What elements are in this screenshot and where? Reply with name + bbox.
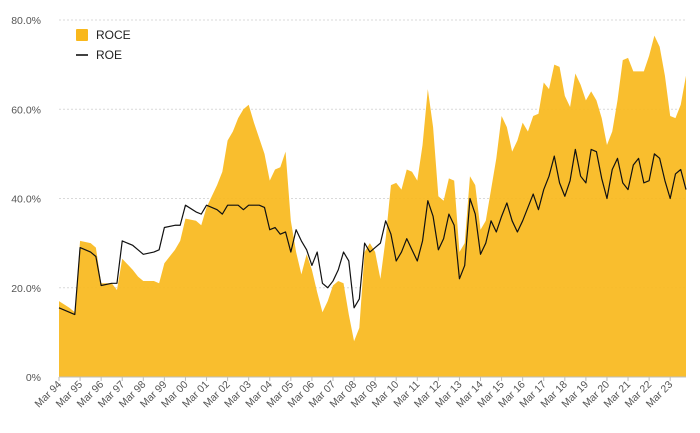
y-tick-label: 0%: [26, 372, 41, 384]
y-tick-label: 40.0%: [11, 194, 41, 206]
roe-line: [58, 148, 687, 316]
y-tick-label: 60.0%: [11, 104, 41, 116]
roe-line-layer: [58, 148, 687, 316]
y-axis: 0% 20.0% 40.0% 60.0% 80.0%: [11, 15, 41, 384]
y-tick-label: 80.0%: [11, 15, 41, 27]
legend-label-roe: ROE: [96, 48, 122, 62]
roce-area: [59, 35, 686, 378]
legend-label-roce: ROCE: [96, 28, 131, 42]
roce-area-layer: [59, 35, 686, 378]
y-tick-label: 20.0%: [11, 283, 41, 295]
legend-swatch-roce: [76, 29, 88, 41]
legend: ROCE ROE: [76, 28, 131, 62]
